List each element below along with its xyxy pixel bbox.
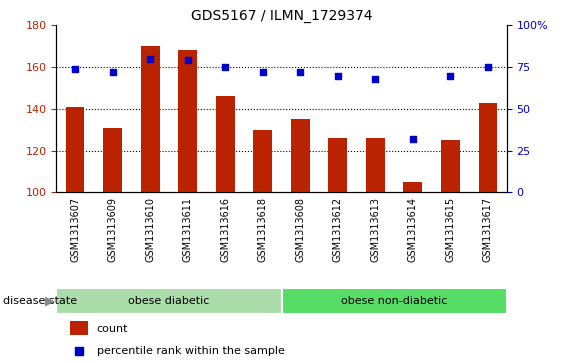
Point: [258, 69, 267, 75]
Text: GSM1313613: GSM1313613: [370, 197, 381, 262]
Bar: [328, 138, 347, 192]
Bar: [291, 119, 310, 192]
Point: [333, 73, 342, 78]
Text: obese non-diabetic: obese non-diabetic: [341, 296, 447, 306]
Text: disease state: disease state: [3, 296, 77, 306]
Point: [146, 56, 155, 62]
Bar: [66, 107, 84, 192]
Text: GSM1313614: GSM1313614: [408, 197, 418, 262]
Text: GSM1313611: GSM1313611: [182, 197, 193, 262]
Text: GSM1313608: GSM1313608: [295, 197, 305, 262]
Point: [446, 73, 455, 78]
Bar: [479, 103, 497, 192]
Point: [70, 66, 79, 72]
Bar: [253, 130, 272, 192]
Point: [221, 64, 230, 70]
Text: GSM1313615: GSM1313615: [445, 197, 455, 262]
Text: obese diabetic: obese diabetic: [128, 296, 209, 306]
Point: [371, 76, 380, 82]
Bar: [141, 46, 159, 192]
Point: [296, 69, 305, 75]
Point: [108, 69, 117, 75]
Text: count: count: [97, 323, 128, 334]
Bar: [282, 288, 507, 314]
Bar: [103, 128, 122, 192]
Bar: [366, 138, 385, 192]
Text: percentile rank within the sample: percentile rank within the sample: [97, 346, 285, 356]
Point: [183, 58, 192, 64]
Bar: [70, 322, 88, 335]
Bar: [216, 96, 235, 192]
Text: GSM1313616: GSM1313616: [220, 197, 230, 262]
Text: GSM1313607: GSM1313607: [70, 197, 80, 262]
Bar: [404, 182, 422, 192]
Title: GDS5167 / ILMN_1729374: GDS5167 / ILMN_1729374: [191, 9, 372, 23]
Bar: [178, 50, 197, 192]
Point: [408, 136, 417, 142]
Text: GSM1313618: GSM1313618: [258, 197, 268, 262]
Bar: [441, 140, 460, 192]
Text: GSM1313612: GSM1313612: [333, 197, 343, 262]
Point: [74, 348, 83, 354]
Text: ▶: ▶: [44, 295, 55, 308]
Text: GSM1313617: GSM1313617: [483, 197, 493, 262]
Text: GSM1313609: GSM1313609: [108, 197, 118, 262]
Text: GSM1313610: GSM1313610: [145, 197, 155, 262]
Point: [484, 64, 493, 70]
Bar: [56, 288, 282, 314]
